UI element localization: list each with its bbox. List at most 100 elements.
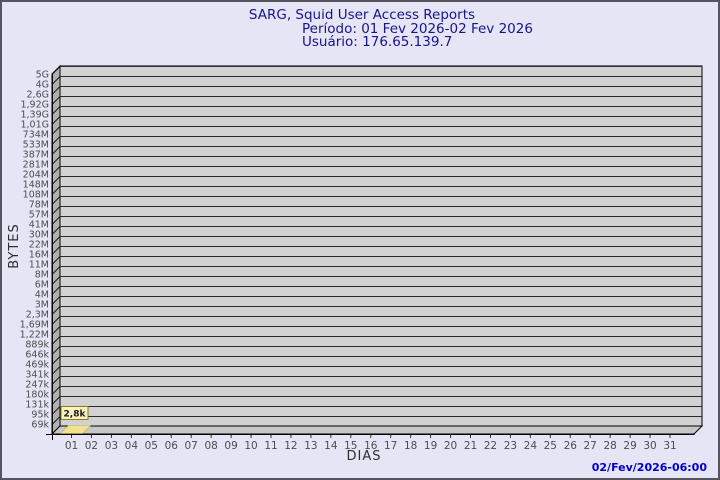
y-axis-tick <box>51 276 61 285</box>
y-axis-tick <box>51 236 61 245</box>
generation-timestamp: 02/Fev/2026-06:00 <box>591 461 707 474</box>
y-tick-labels-group: 5G4G2,6G1,92G1,39G1,01G734M533M387M281M2… <box>20 70 50 431</box>
y-axis-tick <box>51 296 61 305</box>
y-axis-tick-label: 57M <box>29 210 49 221</box>
x-axis-tick-label: 19 <box>424 440 437 452</box>
y-axis-tick <box>51 86 61 95</box>
y-axis-tick <box>51 416 61 425</box>
y-axis-tick <box>51 266 61 275</box>
y-axis-tick-label: 108M <box>23 190 49 201</box>
y-axis-tick-label: 11M <box>29 260 49 271</box>
y-axis-tick-label: 646k <box>25 350 49 361</box>
y-axis-tick <box>51 106 61 115</box>
y-axis-tick-label: 69k <box>31 420 49 431</box>
y-axis-tick <box>51 176 61 185</box>
x-axis-tick-label: 27 <box>584 440 597 452</box>
y-axis-tick-label: 341k <box>25 370 49 381</box>
y-axis-title: BYTES <box>7 223 22 269</box>
y-axis-tick <box>51 226 61 235</box>
y-axis-tick <box>51 96 61 105</box>
x-axis-tick-label: 08 <box>204 440 217 452</box>
y-axis-tick-label: 3M <box>35 300 49 311</box>
x-axis-tick-label: 30 <box>643 440 656 452</box>
x-axis-tick-label: 17 <box>384 440 397 452</box>
y-axis-tick-label: 22M <box>29 240 49 251</box>
y-axis-tick-label: 6M <box>35 280 49 291</box>
y-axis-tick <box>51 156 61 165</box>
y-axis-tick <box>51 306 61 315</box>
data-bar-day-01 <box>59 425 92 434</box>
x-axis-tick-label: 10 <box>244 440 257 452</box>
value-label-box <box>60 406 89 420</box>
y-axis-tick <box>51 116 61 125</box>
y-axis-tick <box>51 216 61 225</box>
y-axis-tick-label: 1,01G <box>20 120 49 131</box>
y-axis-tick-label: 204M <box>23 170 49 181</box>
y-axis-tick <box>51 286 61 295</box>
bars-group <box>59 425 92 434</box>
y-axis-tick <box>51 396 61 405</box>
y-axis-tick-label: 8M <box>35 270 49 281</box>
y-axis-tick <box>51 356 61 365</box>
y-axis-tick-label: 469k <box>25 360 49 371</box>
y-axis-tick <box>51 66 61 75</box>
x-axis-tick-label: 04 <box>125 440 139 452</box>
y-axis-tick-label: 30M <box>29 230 49 241</box>
y-axis-tick <box>51 346 61 355</box>
x-axis-tick-label: 06 <box>165 440 179 452</box>
y-axis-tick-label: 95k <box>31 410 49 421</box>
y-axis-tick-label: 281M <box>23 160 49 171</box>
gridlines-group <box>60 66 702 417</box>
y-axis-tick-label: 2,6G <box>27 90 49 101</box>
x-tick-labels-group: 01 02 03 04 05 06 07 08 09 10 11 12 13 14 15 16 17 18 19 20… <box>65 440 677 452</box>
x-axis-tick-label: 11 <box>264 440 277 452</box>
y-axis-tick <box>51 166 61 175</box>
x-axis-tick-label: 12 <box>284 440 297 452</box>
x-axis-tick-label: 25 <box>544 440 557 452</box>
y-axis-tick <box>51 126 61 135</box>
x-axis-tick-label: 14 <box>324 440 338 452</box>
y-axis-tick-label: 387M <box>23 150 49 161</box>
x-axis-tick-label: 03 <box>105 440 118 452</box>
y-axis-tick-label: 889k <box>25 340 49 351</box>
y-axis-tick <box>51 366 61 375</box>
report-title: SARG, Squid User Access Reports <box>248 7 476 23</box>
y-axis-tick <box>51 206 61 215</box>
x-axis-tick-label: 20 <box>444 440 457 452</box>
y-axis-tick-label: 734M <box>23 130 49 141</box>
y-axis-tick <box>51 316 61 325</box>
y-axis-tick-label: 1,22M <box>20 330 49 341</box>
y-axis-tick-label: 148M <box>23 180 49 191</box>
y-axis-tick <box>51 146 61 155</box>
x-axis-tick-label: 05 <box>145 440 158 452</box>
y-axis-tick-label: 78M <box>29 200 49 211</box>
value-label: 2,8k <box>64 410 87 420</box>
y-axis-tick-label: 1,39G <box>20 110 49 121</box>
y-axis-tick-label: 180k <box>25 390 49 401</box>
x-axis-tick-label: 16 <box>364 440 378 452</box>
y-axis-tick-label: 5G <box>36 70 49 81</box>
report-period: Período: 01 Fev 2026-02 Fev 2026 <box>302 21 533 37</box>
y-axis-tick <box>51 136 61 145</box>
x-axis-tick-label: 28 <box>603 440 616 452</box>
x-axis-tick-label: 15 <box>344 440 357 452</box>
y-axis-tick <box>51 386 61 395</box>
y-axis-tick <box>51 246 61 255</box>
x-axis-title: DIAS <box>347 449 382 464</box>
y-axis-tick <box>51 196 61 205</box>
y-axis-tick <box>51 186 61 195</box>
y-axis-tick <box>51 326 61 335</box>
y-ticks-group <box>51 66 61 425</box>
y-axis-tick-label: 1,69M <box>20 320 49 331</box>
y-axis-tick-label: 2,3M <box>26 310 49 321</box>
x-axis-tick-label: 26 <box>564 440 578 452</box>
x-axis-tick-label: 31 <box>663 440 676 452</box>
x-axis-tick-label: 13 <box>304 440 317 452</box>
x-axis-tick-label: 09 <box>224 440 237 452</box>
x-axis-tick-label: 01 <box>65 440 78 452</box>
y-axis-tick-label: 41M <box>29 220 49 231</box>
x-axis-tick-label: 07 <box>185 440 198 452</box>
y-axis-tick <box>51 376 61 385</box>
